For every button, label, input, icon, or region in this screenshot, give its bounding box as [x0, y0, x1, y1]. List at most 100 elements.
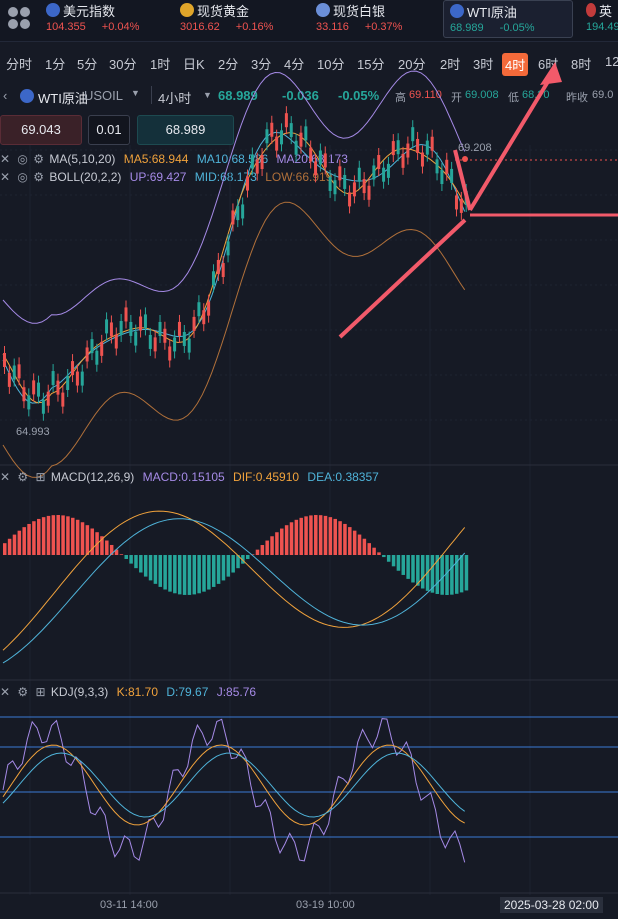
buy-price-button[interactable]: 68.989 — [137, 115, 234, 145]
candle-body — [3, 353, 6, 367]
quote-card-gold[interactable]: 现货黄金 3016.62 +0.16% — [174, 0, 304, 38]
macd-histogram-bar — [207, 555, 211, 590]
gear-icon[interactable]: ⚙ — [33, 152, 44, 166]
macd-histogram-bar — [445, 555, 449, 595]
macd-histogram-bar — [80, 522, 85, 555]
us-flag-icon — [450, 4, 464, 18]
eye-icon[interactable]: ◎ — [17, 152, 28, 166]
close-icon[interactable]: ✕ — [0, 685, 11, 699]
silver-icon — [316, 3, 330, 17]
quote-card-dxy[interactable]: 美元指数 104.355 +0.04% — [40, 0, 170, 38]
sell-price-button[interactable]: 69.043 — [0, 115, 82, 145]
expand-icon[interactable]: ⊞ — [35, 470, 46, 484]
candle-body — [197, 302, 201, 317]
open-value: 69.008 — [465, 89, 499, 101]
candle-body — [177, 321, 181, 336]
period-tab[interactable]: 5分 — [77, 57, 98, 72]
period-tab[interactable]: 10分 — [317, 57, 345, 72]
period-tab[interactable]: 4分 — [284, 57, 305, 72]
period-tab[interactable]: 1分 — [45, 57, 66, 72]
high-price-mark: 69.208 — [458, 142, 492, 154]
gear-icon[interactable]: ⚙ — [17, 470, 29, 484]
period-tab-selected[interactable]: 4时 — [502, 53, 529, 76]
macd-histogram-bar — [391, 555, 396, 567]
macd-histogram-bar — [158, 555, 163, 587]
symbol-code[interactable]: USOIL — [84, 88, 124, 103]
candle-body — [85, 347, 89, 362]
quote-value: 33.116 — [316, 21, 349, 33]
candle-body — [382, 167, 386, 182]
time-label: 03-19 10:00 — [296, 899, 355, 911]
close-icon[interactable]: ✕ — [0, 470, 11, 484]
gold-icon — [180, 3, 194, 17]
candle-body — [338, 166, 342, 181]
macd-histogram-bar — [406, 555, 410, 579]
macd-histogram-bar — [46, 515, 51, 555]
symbol-name[interactable]: WTI原油 — [38, 91, 88, 106]
period-tab[interactable]: 分时 — [6, 57, 33, 72]
lot-size-input[interactable]: 0.01 — [88, 115, 130, 145]
macd-indicator-name: MACD(12,26,9) — [50, 470, 135, 484]
period-tab[interactable]: 15分 — [357, 57, 385, 72]
quote-bar: 美元指数 104.355 +0.04% 现货黄金 3016.62 +0.16% 现货… — [0, 0, 618, 42]
expand-icon[interactable]: ⊞ — [35, 685, 46, 699]
macd-histogram-bar — [3, 543, 7, 555]
period-tab[interactable]: 2分 — [218, 57, 239, 72]
boll-lower-line — [2, 201, 466, 478]
j-value: J:85.76 — [216, 685, 257, 699]
macd-histogram-bar — [333, 518, 337, 555]
quote-card-wti[interactable]: WTI原油 68.989 -0.05% — [443, 0, 573, 38]
divider — [151, 86, 152, 104]
candle-body — [231, 210, 235, 225]
macd-histogram-bar — [17, 530, 22, 555]
period-tab[interactable]: 日K — [183, 57, 205, 72]
period-tab[interactable]: 1时 — [150, 57, 171, 72]
macd-histogram-bar — [85, 525, 90, 555]
macd-histogram-bar — [51, 515, 56, 555]
close-icon[interactable]: ✕ — [0, 170, 11, 184]
macd-histogram-bar — [352, 530, 357, 555]
period-tab[interactable]: 20分 — [398, 57, 426, 72]
quote-card-uk[interactable]: 英 194.49 — [580, 0, 618, 38]
gear-icon[interactable]: ⚙ — [33, 170, 44, 184]
chevron-left-icon[interactable]: ‹ — [3, 88, 8, 103]
candle-body — [343, 174, 347, 189]
quote-name: 现货白银 — [333, 3, 386, 19]
quote-value: 104.355 — [46, 21, 86, 33]
candle-body — [299, 132, 303, 147]
candle-body — [289, 123, 293, 138]
symbol-flag-icon — [20, 89, 34, 103]
macd-histogram-bar — [7, 538, 12, 555]
candle-body — [221, 263, 225, 278]
quote-card-silver[interactable]: 现货白银 33.116 +0.37% — [310, 0, 440, 38]
period-tab[interactable]: 30分 — [109, 57, 137, 72]
period-tab[interactable]: 3时 — [473, 57, 494, 72]
chevron-down-icon[interactable]: ▼ — [131, 88, 140, 98]
candle-body — [357, 167, 361, 182]
dif-line — [2, 510, 466, 651]
candle-body — [168, 346, 172, 361]
ma-indicator-name: MA(5,10,20) — [49, 152, 116, 166]
period-tab[interactable]: 12 — [605, 54, 618, 69]
macd-histogram-bar — [250, 554, 255, 555]
candle-body — [71, 361, 75, 376]
candle-body — [450, 168, 454, 183]
macd-histogram-bar — [241, 555, 245, 564]
period-tab[interactable]: 8时 — [571, 57, 592, 72]
close-icon[interactable]: ✕ — [0, 152, 11, 166]
candle-body — [7, 372, 11, 387]
quote-change: +0.37% — [364, 21, 403, 33]
quote-name: 英 — [598, 3, 612, 19]
chevron-down-icon[interactable]: ▼ — [203, 90, 212, 100]
gear-icon[interactable]: ⚙ — [17, 685, 29, 699]
quote-change: -0.05% — [499, 22, 535, 34]
quote-name: 美元指数 — [63, 3, 116, 19]
candle-body — [202, 310, 206, 325]
candle-body — [304, 126, 308, 141]
eye-icon[interactable]: ◎ — [17, 170, 28, 184]
period-tab[interactable]: 3分 — [251, 57, 272, 72]
timeframe-select[interactable]: 4小时 — [158, 91, 192, 106]
period-tab[interactable]: 2时 — [440, 57, 461, 72]
app-menu-icon[interactable] — [0, 0, 38, 38]
